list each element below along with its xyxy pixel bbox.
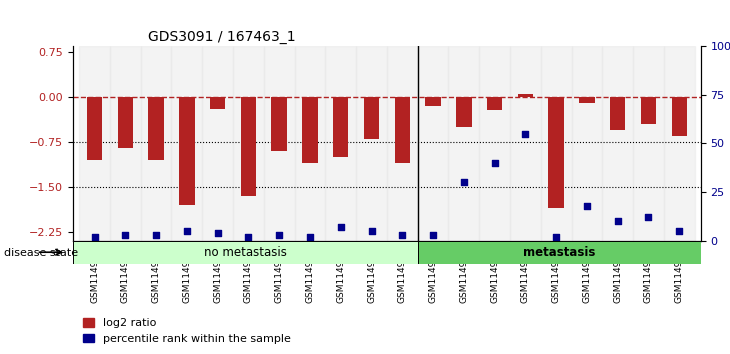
Bar (418, 241, 701, 264)
Bar (610, 97, 626, 130)
Point (550, 234, 562, 240)
Bar (387, 46, 418, 241)
Bar (395, 97, 410, 163)
Point (427, 232, 439, 238)
Bar (295, 46, 326, 241)
Point (304, 234, 316, 240)
Bar (333, 97, 348, 157)
Bar (326, 46, 356, 241)
Point (366, 228, 377, 234)
Bar (141, 46, 172, 241)
Bar (418, 46, 448, 241)
Point (242, 234, 254, 240)
Bar (510, 46, 541, 241)
Bar (233, 46, 264, 241)
Bar (172, 46, 202, 241)
Text: disease state: disease state (4, 248, 78, 258)
Point (673, 228, 685, 234)
Bar (579, 97, 595, 103)
Bar (118, 97, 133, 148)
Text: GDS3091 / 167463_1: GDS3091 / 167463_1 (148, 30, 296, 44)
Point (396, 232, 408, 238)
Bar (426, 97, 441, 106)
Bar (479, 46, 510, 241)
Bar (548, 97, 564, 208)
Point (520, 131, 531, 136)
Bar (202, 46, 233, 241)
Point (335, 224, 347, 230)
Point (458, 179, 469, 185)
Bar (672, 97, 687, 136)
Point (212, 230, 223, 236)
Bar (633, 46, 664, 241)
Bar (356, 46, 387, 241)
Bar (541, 46, 572, 241)
Legend: log2 ratio, percentile rank within the sample: log2 ratio, percentile rank within the s… (79, 314, 296, 348)
Bar (572, 46, 602, 241)
Bar (73, 241, 418, 264)
Text: metastasis: metastasis (523, 246, 596, 259)
Point (489, 160, 501, 166)
Bar (148, 97, 164, 160)
Bar (487, 97, 502, 110)
Point (612, 218, 623, 224)
Point (120, 232, 131, 238)
Bar (110, 46, 141, 241)
Bar (272, 97, 287, 151)
Point (89, 234, 101, 240)
Bar (264, 46, 295, 241)
Point (181, 228, 193, 234)
Bar (602, 46, 633, 241)
Bar (518, 94, 533, 97)
Bar (664, 46, 695, 241)
Point (581, 203, 593, 209)
Bar (241, 97, 256, 196)
Bar (448, 46, 479, 241)
Bar (79, 46, 110, 241)
Bar (302, 97, 318, 163)
Point (150, 232, 162, 238)
Point (642, 215, 654, 220)
Bar (210, 97, 226, 109)
Bar (456, 97, 472, 127)
Text: no metastasis: no metastasis (204, 246, 287, 259)
Bar (87, 97, 102, 160)
Bar (364, 97, 379, 139)
Point (273, 232, 285, 238)
Bar (641, 97, 656, 124)
Bar (179, 97, 195, 205)
